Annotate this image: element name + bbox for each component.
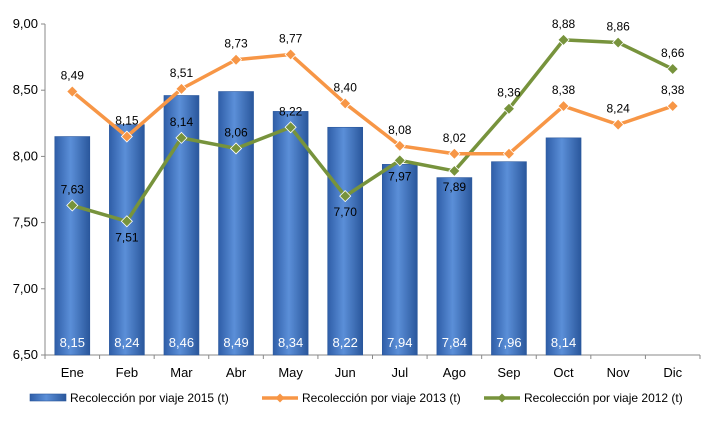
series-point xyxy=(175,82,188,95)
x-tick-label: Ene xyxy=(61,365,84,380)
series-point xyxy=(393,139,406,152)
series-point xyxy=(612,118,625,131)
line-value-label: 8,49 xyxy=(61,69,85,83)
series-point xyxy=(666,100,679,113)
bar xyxy=(54,136,91,356)
line-value-label: 8,73 xyxy=(224,37,248,51)
series-point xyxy=(339,97,352,110)
bar-value-label: 7,96 xyxy=(496,335,521,350)
series-point xyxy=(612,36,625,49)
line-value-label: 7,63 xyxy=(61,182,85,196)
line-series xyxy=(66,33,679,228)
line-value-label: 7,70 xyxy=(334,205,358,219)
x-tick-label: Jun xyxy=(335,365,356,380)
bar-value-label: 8,24 xyxy=(114,335,139,350)
bar-value-label: 8,34 xyxy=(278,335,303,350)
bar xyxy=(381,164,418,356)
legend-label: Recolección por viaje 2012 (t) xyxy=(524,391,683,405)
line-value-label: 8,38 xyxy=(552,83,576,97)
line-value-label: 8,14 xyxy=(170,115,194,129)
series-point xyxy=(557,100,570,113)
line-value-label: 8,66 xyxy=(661,46,685,60)
data-labels: 8,15 8,24 8,46 8,49 8,34 8,22 7,94 7,84 7,96 8,14… xyxy=(60,17,685,350)
series-point xyxy=(502,147,516,160)
x-tick-label: Dic xyxy=(663,365,682,380)
series-point xyxy=(284,48,297,61)
line-value-label: 8,08 xyxy=(388,123,412,137)
line-value-label: 8,86 xyxy=(606,20,630,34)
x-tick-label: Ago xyxy=(443,365,466,380)
bar xyxy=(272,111,309,356)
series-point xyxy=(120,215,133,228)
legend-swatch-marker xyxy=(275,393,285,403)
legend-swatch-marker xyxy=(497,393,507,403)
series-point xyxy=(339,190,352,203)
x-tick-label: Abr xyxy=(226,365,247,380)
y-tick-label: 7,00 xyxy=(13,281,38,296)
x-tick-label: Mar xyxy=(170,365,193,380)
y-tick-label: 9,00 xyxy=(13,16,38,31)
bar-value-label: 8,49 xyxy=(223,335,248,350)
line-value-label: 8,88 xyxy=(552,17,576,31)
series-point xyxy=(393,154,406,167)
series-point xyxy=(666,62,679,76)
series-point xyxy=(120,130,133,143)
series-point xyxy=(229,53,243,66)
legend-label: Recolección por viaje 2013 (t) xyxy=(302,391,461,405)
line-value-label: 7,97 xyxy=(388,169,412,183)
line-value-label: 7,89 xyxy=(443,180,467,194)
bar-value-label: 8,15 xyxy=(60,335,85,350)
line-value-label: 8,24 xyxy=(606,102,630,116)
line-value-label: 8,15 xyxy=(115,114,139,128)
line-value-label: 8,22 xyxy=(279,104,303,118)
series-point xyxy=(557,33,570,46)
series-point xyxy=(175,131,188,144)
series-line xyxy=(71,38,674,224)
series-point xyxy=(66,199,79,212)
series-point xyxy=(284,121,297,134)
y-tick-label: 8,00 xyxy=(13,148,38,163)
bar xyxy=(109,124,145,356)
line-value-label: 8,38 xyxy=(661,83,685,97)
legend-swatch-bar xyxy=(29,393,67,402)
series-point xyxy=(229,142,243,155)
x-tick-label: Nov xyxy=(607,365,631,380)
y-tick-label: 6,50 xyxy=(13,347,38,362)
y-tick-label: 7,50 xyxy=(13,215,38,230)
bar xyxy=(491,161,527,356)
bar xyxy=(327,126,364,356)
bar-value-label: 8,14 xyxy=(551,335,576,350)
series-line xyxy=(71,52,674,156)
bar xyxy=(218,91,254,356)
bar-value-label: 8,46 xyxy=(169,335,194,350)
line-value-label: 8,36 xyxy=(497,86,521,100)
bar xyxy=(545,137,582,356)
x-tick-label: Jul xyxy=(391,365,408,380)
x-tick-label: Oct xyxy=(553,365,574,380)
bar xyxy=(436,177,473,356)
x-tick-label: Feb xyxy=(116,365,138,380)
bar-value-label: 7,84 xyxy=(442,335,467,350)
bar-value-label: 8,22 xyxy=(333,335,358,350)
bar-value-label: 7,94 xyxy=(387,335,412,350)
legend: Recolección por viaje 2015 (t) Recolecció… xyxy=(29,391,683,405)
series-point xyxy=(66,85,79,98)
legend-label: Recolección por viaje 2015 (t) xyxy=(70,391,229,405)
series-point xyxy=(448,164,461,178)
line-value-label: 8,06 xyxy=(224,125,248,139)
series-point xyxy=(502,102,516,115)
line-value-label: 8,02 xyxy=(443,131,467,145)
line-value-label: 7,51 xyxy=(115,230,139,244)
bars-series-2015 xyxy=(54,91,582,356)
y-tick-label: 8,50 xyxy=(13,82,38,97)
series-point xyxy=(448,147,461,160)
line-value-label: 8,77 xyxy=(279,31,303,45)
x-tick-label: Sep xyxy=(497,365,520,380)
line-value-label: 8,51 xyxy=(170,66,194,80)
x-tick-label: May xyxy=(278,365,303,380)
line-value-label: 8,40 xyxy=(334,80,358,94)
axes: 6,50 7,00 7,50 8,00 8,50 9,00 Ene Feb Mar Abr May J… xyxy=(13,16,701,380)
